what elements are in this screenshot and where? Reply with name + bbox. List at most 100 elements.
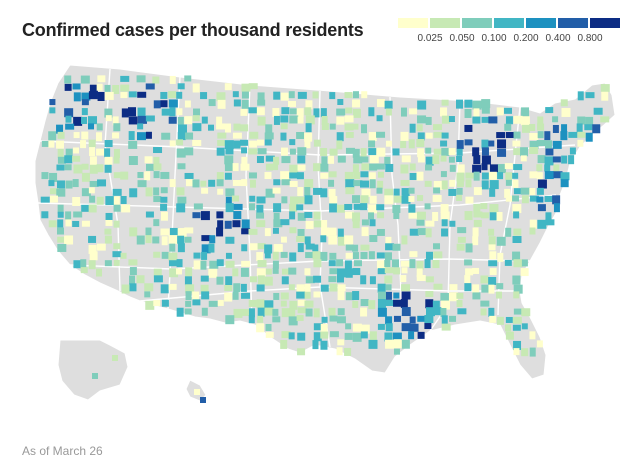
county-cell <box>217 299 224 306</box>
county-cell <box>56 180 65 189</box>
county-cell <box>393 339 402 349</box>
county-cell <box>296 172 304 180</box>
county-cell <box>472 292 481 300</box>
county-cell <box>185 291 192 301</box>
county-cell <box>56 140 65 149</box>
county-cell <box>296 315 304 322</box>
county-cell <box>224 220 232 229</box>
county-cell <box>289 108 299 115</box>
county-cell <box>513 340 522 350</box>
county-cell <box>81 99 89 106</box>
county-cell <box>104 148 111 158</box>
county-cell <box>600 116 610 123</box>
county-cell <box>232 132 242 139</box>
county-cell <box>113 156 120 164</box>
county-cell <box>233 211 242 220</box>
county-cell <box>288 91 295 99</box>
county-cell <box>552 116 559 123</box>
county-cell <box>72 179 79 188</box>
county-cell <box>321 219 328 228</box>
county-cell <box>96 164 104 173</box>
county-cell <box>305 123 312 133</box>
county-cell <box>97 75 106 83</box>
county-cell <box>240 108 248 116</box>
county-cell <box>89 251 98 261</box>
county-cell <box>456 292 464 299</box>
county-cell <box>49 188 59 195</box>
county-cell <box>505 324 512 332</box>
county-cell <box>337 291 345 301</box>
county-cell <box>281 276 289 285</box>
county-cell <box>177 163 186 170</box>
county-cell <box>384 267 394 274</box>
county-cell <box>544 164 551 172</box>
county-cell <box>200 211 210 221</box>
county-cell <box>336 140 343 150</box>
county-cell <box>161 251 169 259</box>
county-cell <box>393 292 400 299</box>
county-cell <box>145 235 152 244</box>
county-cell <box>513 211 520 219</box>
county-cell <box>536 140 546 147</box>
county-cell <box>232 163 239 172</box>
county-cell <box>161 299 169 307</box>
county-cell <box>240 139 249 146</box>
county-cell <box>336 116 345 125</box>
county-cell <box>329 315 338 322</box>
county-cell <box>329 283 338 292</box>
county-cell <box>497 164 506 174</box>
county-cell <box>96 196 104 205</box>
county-cell <box>81 163 89 170</box>
county-cell <box>209 260 219 269</box>
county-cell <box>249 179 256 188</box>
county-cell <box>297 155 306 164</box>
legend-label: 0.200 <box>513 33 539 44</box>
county-cell <box>216 147 225 156</box>
county-cell <box>41 211 49 219</box>
county-cell <box>553 171 563 179</box>
county-cell <box>425 116 432 125</box>
county-cell <box>361 227 369 237</box>
county-cell <box>184 116 193 125</box>
county-cell <box>345 211 355 219</box>
county-cell <box>73 116 83 126</box>
county-cell <box>257 307 265 317</box>
county-cell <box>376 147 386 157</box>
county-cell <box>401 339 410 349</box>
county-cell <box>328 307 336 316</box>
county-cell <box>217 220 224 230</box>
county-cell <box>464 211 473 221</box>
county-cell <box>280 171 290 181</box>
county-cell <box>368 212 375 220</box>
county-cell <box>153 219 160 227</box>
county-cell <box>456 195 463 202</box>
county-cell <box>425 132 433 139</box>
county-cell <box>177 235 185 244</box>
county-cell <box>537 131 544 139</box>
county-cell <box>192 179 200 188</box>
county-choropleth-map <box>34 64 616 403</box>
county-cell <box>424 315 434 324</box>
county-cell <box>513 284 523 294</box>
county-cell <box>369 276 376 285</box>
county-cell <box>280 251 288 258</box>
county-cell <box>273 244 283 253</box>
county-cell <box>345 107 353 114</box>
county-cell <box>368 107 375 117</box>
county-cell <box>288 316 298 326</box>
county-cell <box>92 373 98 379</box>
county-cell <box>552 195 561 205</box>
county-cell <box>120 84 130 92</box>
county-cell <box>472 227 479 237</box>
county-cell <box>592 124 601 134</box>
county-cell <box>128 116 138 125</box>
county-cell <box>344 347 352 356</box>
county-cell <box>393 299 402 307</box>
county-cell <box>72 83 81 90</box>
county-cell <box>313 187 323 195</box>
county-cell <box>177 196 187 204</box>
county-cell <box>353 260 362 267</box>
county-cell <box>289 300 298 310</box>
county-cell <box>224 83 232 91</box>
county-cell <box>313 323 323 331</box>
